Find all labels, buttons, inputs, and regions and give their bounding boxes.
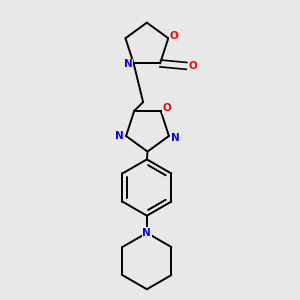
Text: N: N xyxy=(124,59,132,69)
Text: N: N xyxy=(142,228,151,238)
Text: O: O xyxy=(189,61,197,71)
Text: N: N xyxy=(171,133,180,142)
Text: O: O xyxy=(163,103,171,113)
Text: N: N xyxy=(116,131,124,141)
Text: O: O xyxy=(169,31,178,41)
